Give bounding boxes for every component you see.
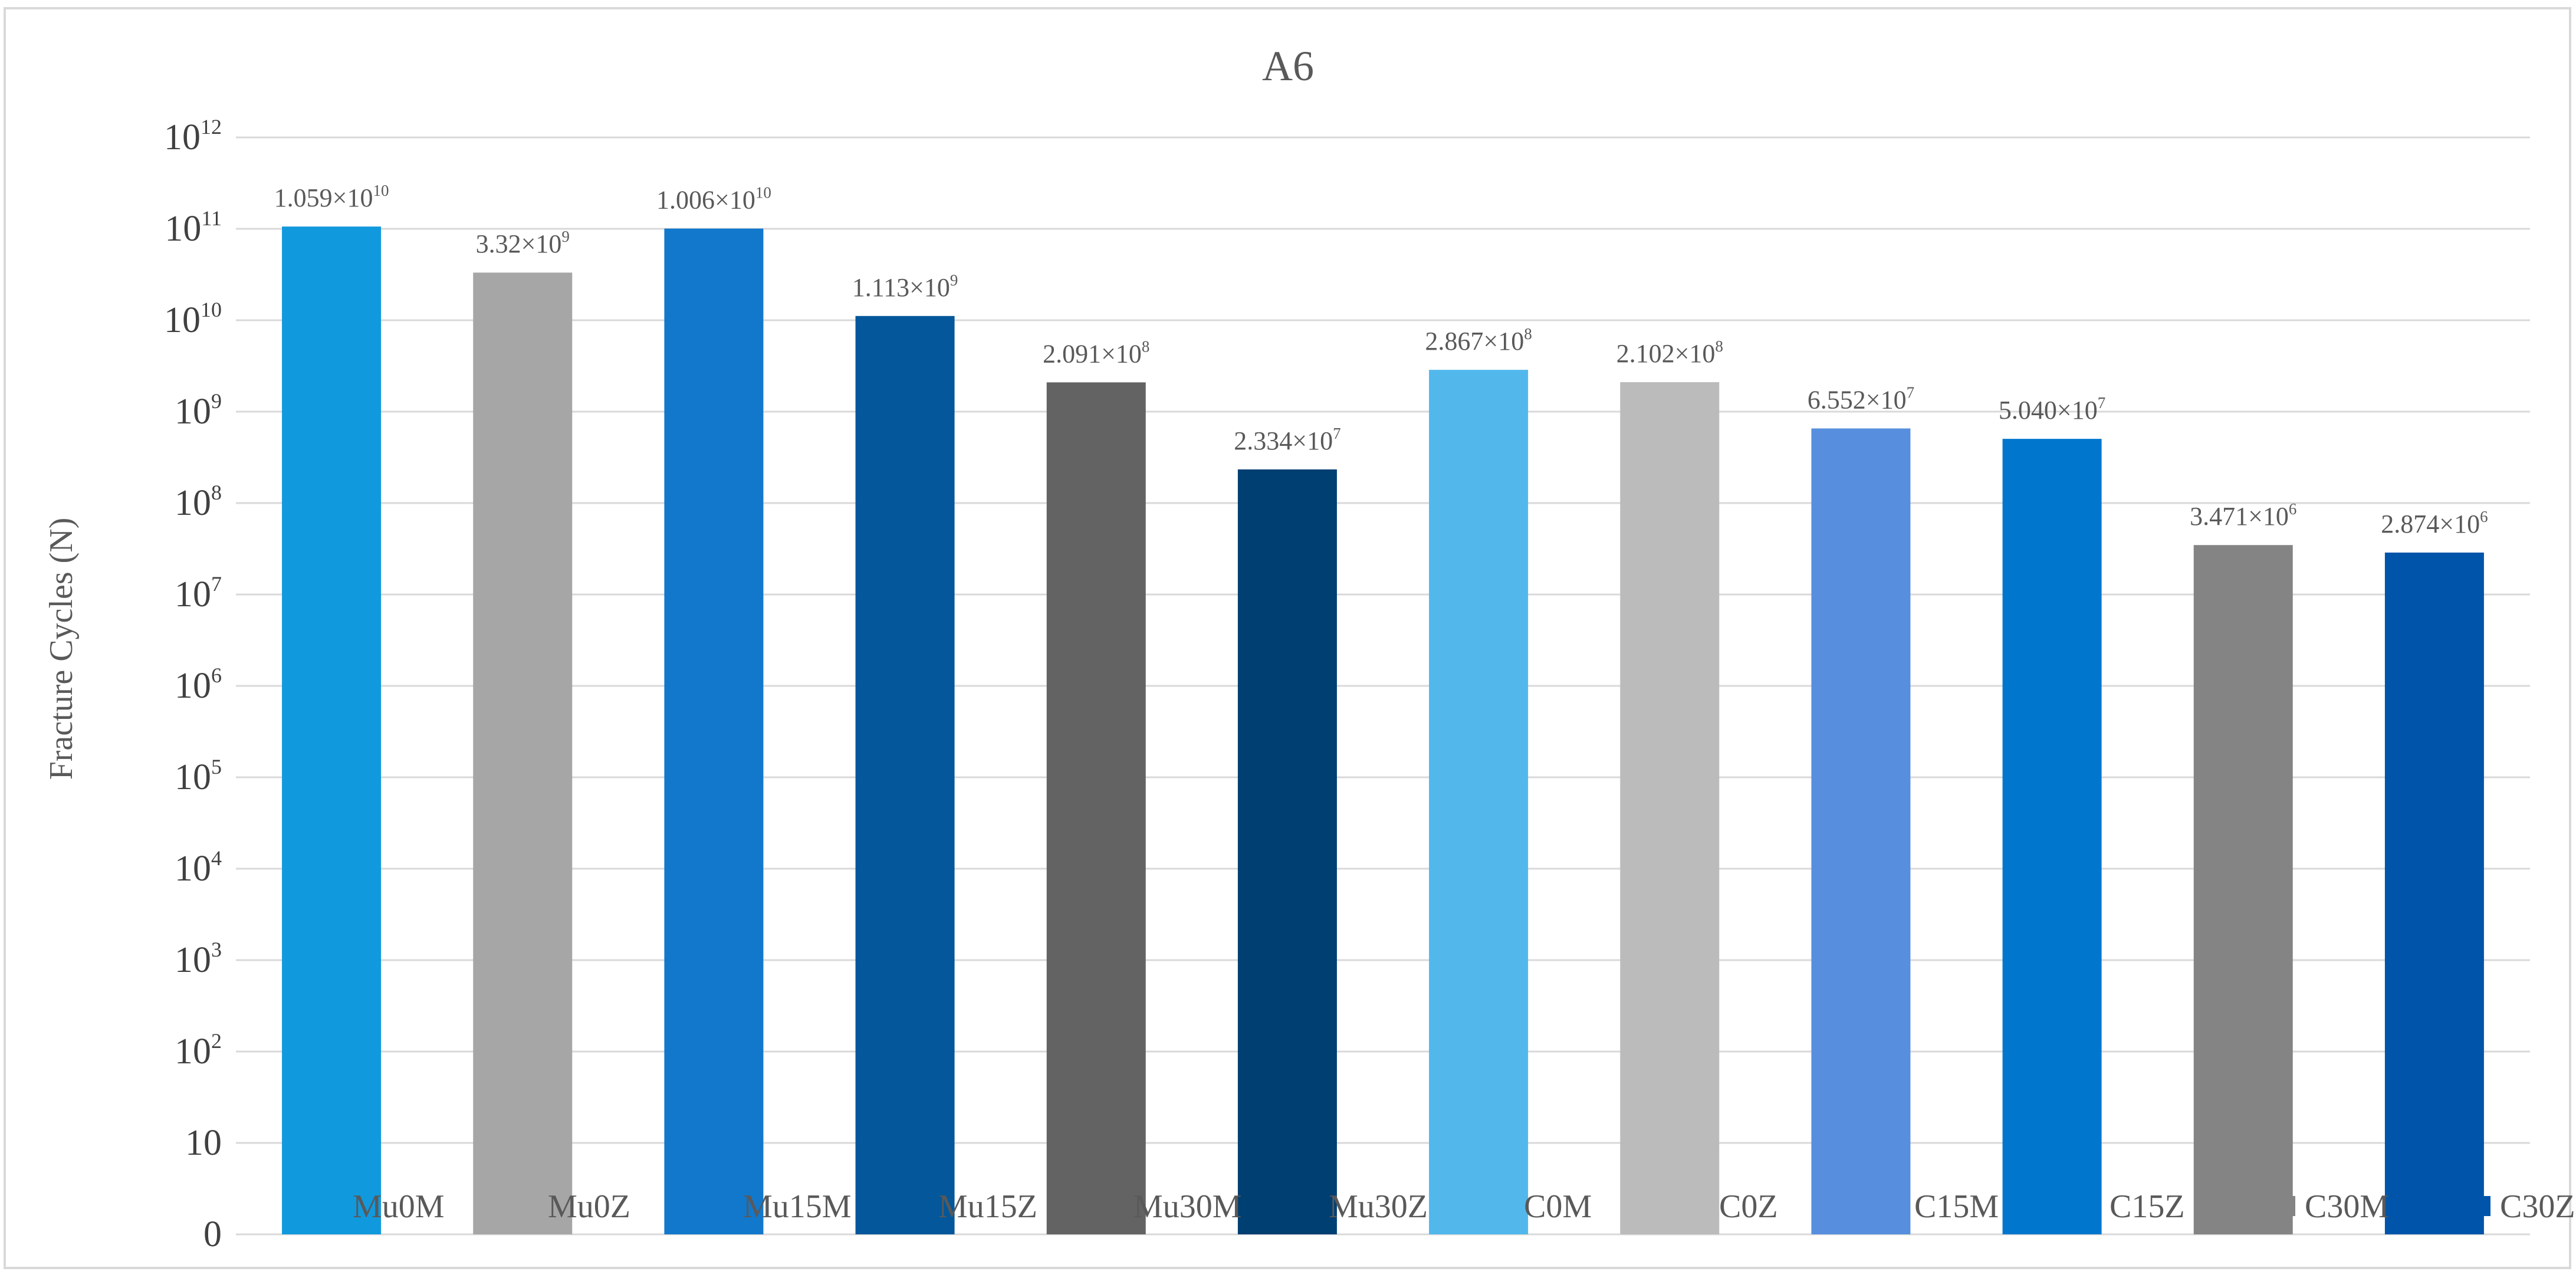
y-tick-label: 1011 <box>165 206 222 249</box>
legend-label-c30m: C30M <box>2305 1188 2389 1225</box>
data-label-mu15m: 1.006×1010 <box>656 184 771 215</box>
data-label-c15m: 6.552×107 <box>1808 383 1914 414</box>
legend-swatch-mu15m <box>714 1196 734 1216</box>
legend-swatch-c15m <box>1885 1196 1905 1216</box>
bar-mu30z <box>1237 469 1337 1235</box>
legend-swatch-c0z <box>1690 1196 1710 1216</box>
gridlines <box>236 136 2530 1236</box>
bar-c30m <box>2193 545 2293 1235</box>
legend-swatch-mu15z <box>909 1196 929 1216</box>
legend-label-mu30z: Mu30Z <box>1329 1188 1428 1225</box>
legend-swatch-mu0m <box>323 1196 343 1216</box>
legend: Mu0M Mu0Z Mu15M Mu15Z Mu30M Mu30Z C0M C0Z C15M C1… <box>323 1188 2575 1225</box>
legend-swatch-c0m <box>1494 1196 1514 1216</box>
legend-swatch-c30m <box>2275 1196 2295 1216</box>
y-tick-label: 107 <box>175 572 222 615</box>
data-label-c0z: 2.102×108 <box>1616 337 1723 368</box>
y-tick-label: 108 <box>175 481 222 523</box>
bars <box>282 226 2484 1235</box>
y-tick-label: 0 <box>203 1214 222 1254</box>
data-label-c30m: 3.471×106 <box>2190 500 2296 531</box>
y-tick-label: 109 <box>175 389 222 432</box>
legend-label-c0m: C0M <box>1524 1188 1592 1225</box>
legend-label-mu0m: Mu0M <box>353 1188 445 1225</box>
data-labels: 1.059×1010 3.32×109 1.006×1010 1.113×109 2.0… <box>274 182 2488 538</box>
y-tick-label: 105 <box>175 755 222 797</box>
data-label-c30z: 2.874×106 <box>2381 508 2488 538</box>
bar-mu0m <box>282 226 382 1234</box>
legend-label-mu15m: Mu15M <box>743 1188 852 1225</box>
data-label-mu30m: 2.091×108 <box>1043 337 1149 368</box>
y-tick-label: 1010 <box>164 298 222 340</box>
legend-label-mu30m: Mu30M <box>1133 1188 1242 1225</box>
y-tick-label: 1012 <box>164 115 222 157</box>
y-tick-label: 10 <box>185 1123 222 1163</box>
data-label-c15z: 5.040×107 <box>1999 394 2105 425</box>
bar-c0m <box>1429 370 1529 1235</box>
legend-label-c15z: C15Z <box>2110 1188 2185 1225</box>
y-tick-label: 103 <box>175 938 222 980</box>
y-tick-label: 106 <box>175 663 222 706</box>
legend-swatch-mu30z <box>1299 1196 1319 1216</box>
legend-label-c30z: C30Z <box>2500 1188 2575 1225</box>
bar-c15m <box>1811 428 1911 1234</box>
bar-mu30m <box>1046 382 1146 1234</box>
y-axis-title: Fracture Cycles (N) <box>43 518 80 780</box>
bar-mu0z <box>473 272 573 1234</box>
data-label-c0m: 2.867×108 <box>1425 325 1532 356</box>
legend-label-c15m: C15M <box>1914 1188 1999 1225</box>
legend-label-mu0z: Mu0Z <box>548 1188 630 1225</box>
y-tick-label: 104 <box>175 846 222 889</box>
bar-c0z <box>1620 382 1720 1234</box>
data-label-mu0m: 1.059×1010 <box>274 182 389 212</box>
y-tick-label: 102 <box>175 1029 222 1072</box>
bar-c30z <box>2384 552 2484 1234</box>
data-label-mu15z: 1.113×109 <box>852 271 958 302</box>
y-axis-ticks: 0 10 102 103 104 105 106 107 108 109 1010 1011 1012 <box>164 115 222 1254</box>
legend-label-mu15z: Mu15Z <box>938 1188 1037 1225</box>
legend-swatch-c30z <box>2470 1196 2490 1216</box>
legend-swatch-mu0z <box>518 1196 538 1216</box>
legend-swatch-c15z <box>2080 1196 2100 1216</box>
bar-c15z <box>2002 439 2102 1234</box>
legend-swatch-mu30m <box>1104 1196 1124 1216</box>
bar-mu15m <box>664 228 764 1235</box>
data-label-mu0z: 3.32×109 <box>476 228 570 258</box>
data-label-mu30z: 2.334×107 <box>1234 425 1340 455</box>
chart-title: A6 <box>1262 42 1314 90</box>
legend-label-c0z: C0Z <box>1719 1188 1778 1225</box>
bar-mu15z <box>855 316 955 1235</box>
